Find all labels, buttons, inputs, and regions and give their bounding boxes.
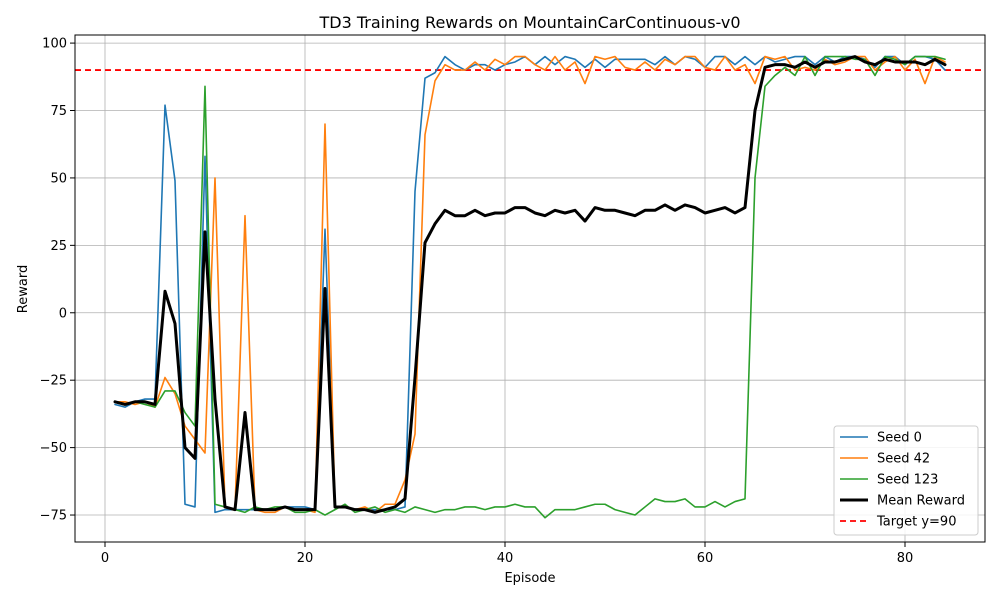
plot-frame	[74, 34, 986, 543]
x-tick-label: 60	[697, 551, 714, 566]
y-tick-label: 75	[50, 104, 67, 119]
gridlines	[75, 35, 985, 542]
legend-label: Seed 42	[877, 452, 930, 467]
y-tick-label: 0	[59, 306, 67, 321]
x-axis-ticks: 0 20 40 60 80	[101, 542, 913, 566]
y-tick-label: 25	[50, 239, 67, 254]
y-tick-label: 100	[42, 37, 67, 52]
y-tick-label: −75	[40, 509, 67, 524]
chart-title: TD3 Training Rewards on MountainCarConti…	[318, 13, 740, 32]
legend-box	[833, 425, 979, 536]
y-tick-label: −50	[40, 441, 67, 456]
series-lines	[113, 55, 947, 519]
legend-label: Seed 0	[877, 431, 922, 446]
y-tick-label: 50	[50, 171, 67, 186]
x-tick-label: 0	[101, 551, 109, 566]
series-line-3	[113, 55, 947, 514]
x-tick-label: 20	[297, 551, 314, 566]
y-axis-title: Reward	[16, 265, 31, 313]
legend-label: Seed 123	[877, 473, 938, 488]
x-tick-label: 80	[897, 551, 914, 566]
x-tick-label: 40	[497, 551, 514, 566]
legend-label: Target y=90	[876, 515, 956, 530]
y-axis-ticks: −75 −50 −25 0 25 50 75 100	[40, 37, 75, 524]
legend-label: Mean Reward	[877, 494, 965, 509]
y-tick-label: −25	[40, 374, 67, 389]
x-axis-title: Episode	[504, 571, 555, 586]
legend: Seed 0 Seed 42 Seed 123 Mean Reward Target y…	[833, 425, 979, 536]
series-line-1	[114, 55, 946, 514]
